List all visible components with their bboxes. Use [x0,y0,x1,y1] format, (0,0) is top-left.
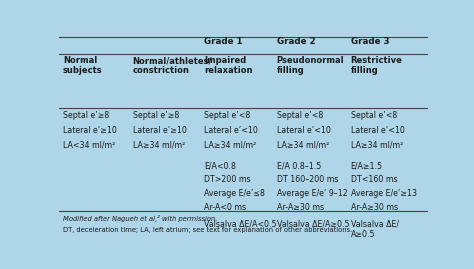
Text: Average E/e’≤8: Average E/e’≤8 [204,189,265,198]
Text: Lateral e’<10: Lateral e’<10 [204,126,258,135]
Text: Ar-A≥30 ms: Ar-A≥30 ms [277,203,324,212]
Text: LA≥34 ml/m²: LA≥34 ml/m² [204,141,256,150]
Text: Average E/e’≥13: Average E/e’≥13 [351,189,417,198]
Text: Lateral e’<10: Lateral e’<10 [277,126,330,135]
Text: Pseudonormal
filling: Pseudonormal filling [277,56,344,76]
Text: LA≥34 ml/m²: LA≥34 ml/m² [351,141,403,150]
Text: Septal e’<8: Septal e’<8 [351,111,397,120]
Text: Septal e’<8: Septal e’<8 [277,111,323,120]
Text: Ar-A<0 ms: Ar-A<0 ms [204,203,246,212]
Text: Grade 3: Grade 3 [351,37,389,47]
Text: E/A<0.8: E/A<0.8 [204,161,236,170]
Text: LA≥34 ml/m²: LA≥34 ml/m² [277,141,329,150]
Text: Restrictive
filling: Restrictive filling [351,56,402,76]
Text: Valsalva ΔE/A<0.5: Valsalva ΔE/A<0.5 [204,219,277,228]
Text: LA<34 ml/m²: LA<34 ml/m² [63,141,115,150]
Text: Valsalva ΔE/
A≥0.5: Valsalva ΔE/ A≥0.5 [351,219,399,239]
Text: Normal
subjects: Normal subjects [63,56,102,76]
Text: Lateral e’<10: Lateral e’<10 [351,126,404,135]
Text: Grade 2: Grade 2 [277,37,315,47]
Text: DT>200 ms: DT>200 ms [204,175,251,184]
Text: LA≥34 ml/m²: LA≥34 ml/m² [133,141,185,150]
Text: Ar-A≥30 ms: Ar-A≥30 ms [351,203,398,212]
Text: Lateral e’≥10: Lateral e’≥10 [63,126,117,135]
Text: Lateral e’≥10: Lateral e’≥10 [133,126,187,135]
Text: DT<160 ms: DT<160 ms [351,175,397,184]
Text: Valsalva ΔE/A≥0.5: Valsalva ΔE/A≥0.5 [277,219,349,228]
Text: DT 160–200 ms: DT 160–200 ms [277,175,338,184]
Text: Septal e’≥8: Septal e’≥8 [133,111,179,120]
Text: Modified after Nagueh et al,² with permission.: Modified after Nagueh et al,² with permi… [63,215,217,222]
Text: Septal e’≥8: Septal e’≥8 [63,111,109,120]
Text: Grade 1: Grade 1 [204,37,243,47]
Text: DT, deceleration time; LA, left atrium; see text for explanation of other abbrev: DT, deceleration time; LA, left atrium; … [63,226,352,233]
Text: Average E/e’ 9–12: Average E/e’ 9–12 [277,189,347,198]
Text: Impaired
relaxation: Impaired relaxation [204,56,253,76]
Text: Normal/athletes/
constriction: Normal/athletes/ constriction [133,56,212,76]
Text: E/A 0.8–1.5: E/A 0.8–1.5 [277,161,321,170]
Text: E/A≥1.5: E/A≥1.5 [351,161,383,170]
Text: Septal e’<8: Septal e’<8 [204,111,251,120]
